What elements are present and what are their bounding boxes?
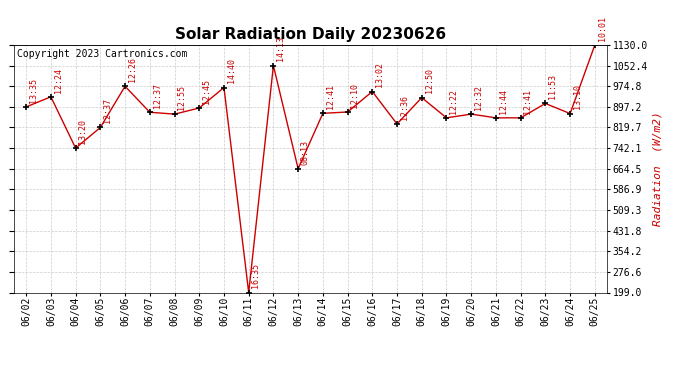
Text: 08:13: 08:13 [301, 140, 310, 165]
Text: 14:40: 14:40 [227, 58, 236, 83]
Y-axis label: Radiation  (W/m2): Radiation (W/m2) [652, 111, 662, 226]
Text: 12:37: 12:37 [103, 98, 112, 123]
Text: 12:24: 12:24 [54, 68, 63, 93]
Text: 10:01: 10:01 [598, 16, 607, 41]
Text: 14:13: 14:13 [276, 36, 285, 62]
Text: 16:35: 16:35 [251, 263, 260, 288]
Text: 12:41: 12:41 [524, 88, 533, 114]
Text: 12:41: 12:41 [326, 84, 335, 109]
Text: 11:53: 11:53 [548, 74, 557, 99]
Text: Copyright 2023 Cartronics.com: Copyright 2023 Cartronics.com [17, 49, 187, 59]
Text: 12:44: 12:44 [499, 88, 508, 114]
Text: 12:32: 12:32 [474, 85, 483, 110]
Text: 12:26: 12:26 [128, 57, 137, 82]
Text: 12:36: 12:36 [400, 95, 408, 120]
Text: 12:10: 12:10 [351, 83, 359, 108]
Text: 12:55: 12:55 [177, 85, 186, 110]
Text: 12:22: 12:22 [449, 88, 458, 114]
Text: 12:37: 12:37 [152, 83, 161, 108]
Text: 12:45: 12:45 [202, 79, 211, 104]
Text: 13:02: 13:02 [375, 62, 384, 87]
Text: 12:50: 12:50 [424, 69, 433, 93]
Text: 13:10: 13:10 [573, 84, 582, 109]
Title: Solar Radiation Daily 20230626: Solar Radiation Daily 20230626 [175, 27, 446, 42]
Text: 13:20: 13:20 [79, 119, 88, 144]
Text: 13:35: 13:35 [29, 78, 38, 103]
